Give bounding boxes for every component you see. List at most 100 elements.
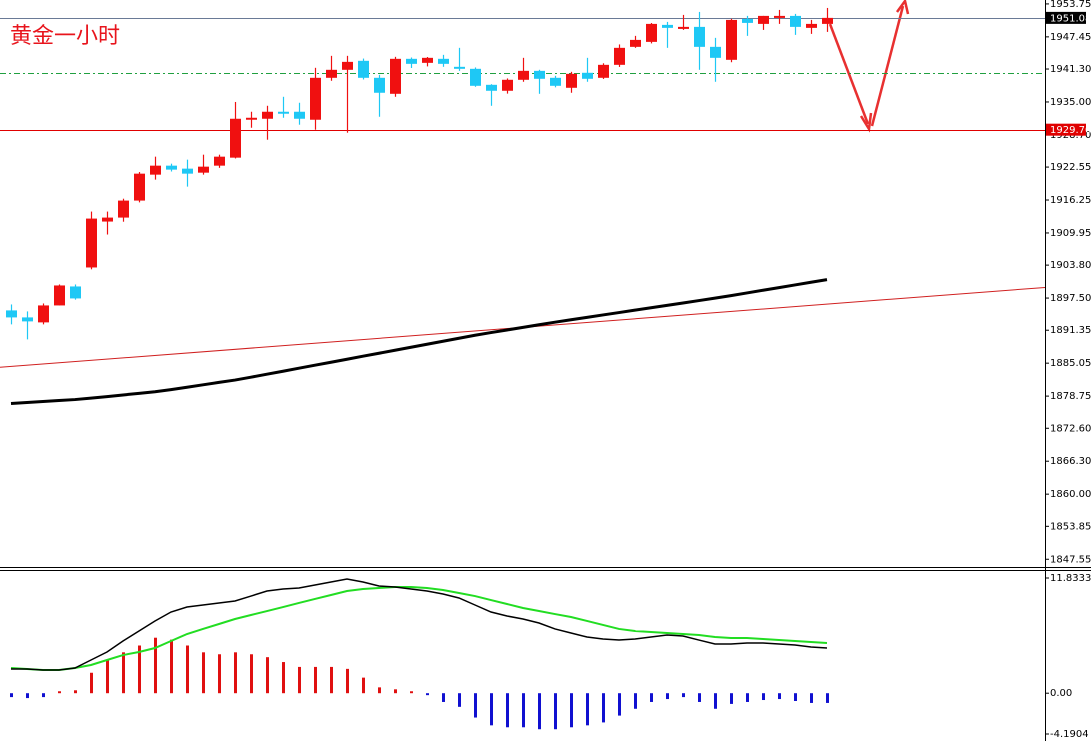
macd-bar — [778, 693, 781, 700]
y-tick-label: 1916.25 — [1050, 195, 1091, 206]
macd-bar — [410, 691, 413, 694]
y-tick-label: 1878.75 — [1050, 391, 1091, 402]
macd-bar — [298, 666, 301, 694]
y-tick-label: 1860.00 — [1050, 489, 1091, 500]
y-tick-label: 1922.55 — [1050, 162, 1091, 173]
macd-bar — [186, 645, 189, 694]
macd-bar — [378, 687, 381, 694]
macd-bar — [506, 693, 509, 728]
macd-bar — [58, 691, 61, 694]
macd-bar — [218, 654, 221, 694]
candle-body — [38, 305, 49, 323]
price-tag — [1046, 11, 1086, 24]
macd-bar — [554, 693, 557, 730]
moving-average — [10, 278, 828, 406]
signal-line — [10, 585, 828, 672]
y-tick-label: 1903.80 — [1050, 260, 1091, 271]
arrow-head — [895, 0, 910, 15]
y-tick-label: 0.00 — [1050, 688, 1072, 699]
candle-body — [406, 58, 417, 64]
macd-bar — [666, 693, 669, 700]
candle-body — [246, 117, 257, 120]
macd-bar — [42, 693, 45, 698]
candle-body — [22, 317, 33, 322]
candle-body — [294, 111, 305, 119]
candle-body — [118, 200, 129, 218]
macd-bar — [826, 693, 829, 703]
macd-bar — [122, 652, 125, 694]
candle-body — [806, 23, 817, 28]
macd-bar — [442, 693, 445, 702]
candle-body — [6, 310, 17, 318]
candle-body — [534, 70, 545, 79]
price-tag-label: 1951.08 — [1050, 13, 1091, 24]
candle-body — [550, 77, 561, 86]
candle-body — [342, 61, 353, 70]
macd-bar — [602, 693, 605, 723]
macd-bar — [426, 693, 429, 696]
macd-bar — [762, 693, 765, 701]
candle-body — [102, 217, 113, 222]
macd-bar — [650, 693, 653, 702]
macd-bar — [362, 677, 365, 694]
macd-bar — [170, 639, 173, 694]
macd-bar — [74, 690, 77, 694]
candle-body — [726, 19, 737, 60]
candle-body — [694, 26, 705, 47]
macd-bar — [346, 668, 349, 694]
candle-body — [566, 73, 577, 88]
candle-body — [374, 77, 385, 93]
candle-body — [166, 165, 177, 170]
y-tick-label: 1935.00 — [1050, 97, 1091, 108]
candle-body — [54, 285, 65, 306]
chart-title: 黄金一小时 — [10, 24, 120, 49]
arrow-head — [859, 112, 873, 133]
macd-bar — [250, 654, 253, 694]
macd-bar — [106, 660, 109, 694]
macd-bar — [10, 693, 13, 698]
macd-bar — [154, 637, 157, 694]
macd-bar — [522, 693, 525, 728]
macd-bar — [330, 666, 333, 694]
macd-bar — [266, 657, 269, 694]
y-tick-label: 1909.95 — [1050, 228, 1091, 239]
candle-body — [326, 69, 337, 78]
candle-body — [742, 18, 753, 23]
y-tick-label: 1891.35 — [1050, 325, 1091, 336]
y-tick-label: 11.8333 — [1050, 573, 1091, 584]
candle-body — [502, 79, 513, 91]
y-tick-label: -4.1904 — [1050, 729, 1089, 740]
candle-body — [518, 70, 529, 80]
candle-body — [470, 68, 481, 86]
candle-body — [198, 166, 209, 173]
candle-body — [262, 111, 273, 119]
candle-body — [646, 23, 657, 42]
macd-bar — [618, 693, 621, 716]
macd-bar — [586, 693, 589, 726]
y-tick-label: 1847.55 — [1050, 554, 1091, 565]
y-tick-label: 1953.75 — [1050, 0, 1091, 10]
macd-bar — [794, 693, 797, 701]
macd-bar — [634, 693, 637, 709]
candle-body — [758, 15, 769, 24]
candle-body — [630, 39, 641, 47]
candle-body — [822, 17, 833, 24]
macd-bar — [490, 693, 493, 726]
macd-bar — [538, 693, 541, 730]
candle-body — [134, 173, 145, 201]
candle-body — [358, 60, 369, 78]
macd-bar — [682, 693, 685, 698]
price-tag — [1046, 123, 1086, 136]
y-tick-label: 1947.45 — [1050, 32, 1091, 43]
candle-body — [454, 66, 465, 69]
macd-line — [11, 578, 828, 671]
y-tick-label: 1885.05 — [1050, 358, 1091, 369]
candle-body — [598, 64, 609, 78]
candle-body — [438, 58, 449, 64]
macd-bar — [26, 693, 29, 699]
candle-body — [278, 111, 289, 114]
candle-body — [230, 118, 241, 158]
candle-body — [710, 46, 721, 58]
